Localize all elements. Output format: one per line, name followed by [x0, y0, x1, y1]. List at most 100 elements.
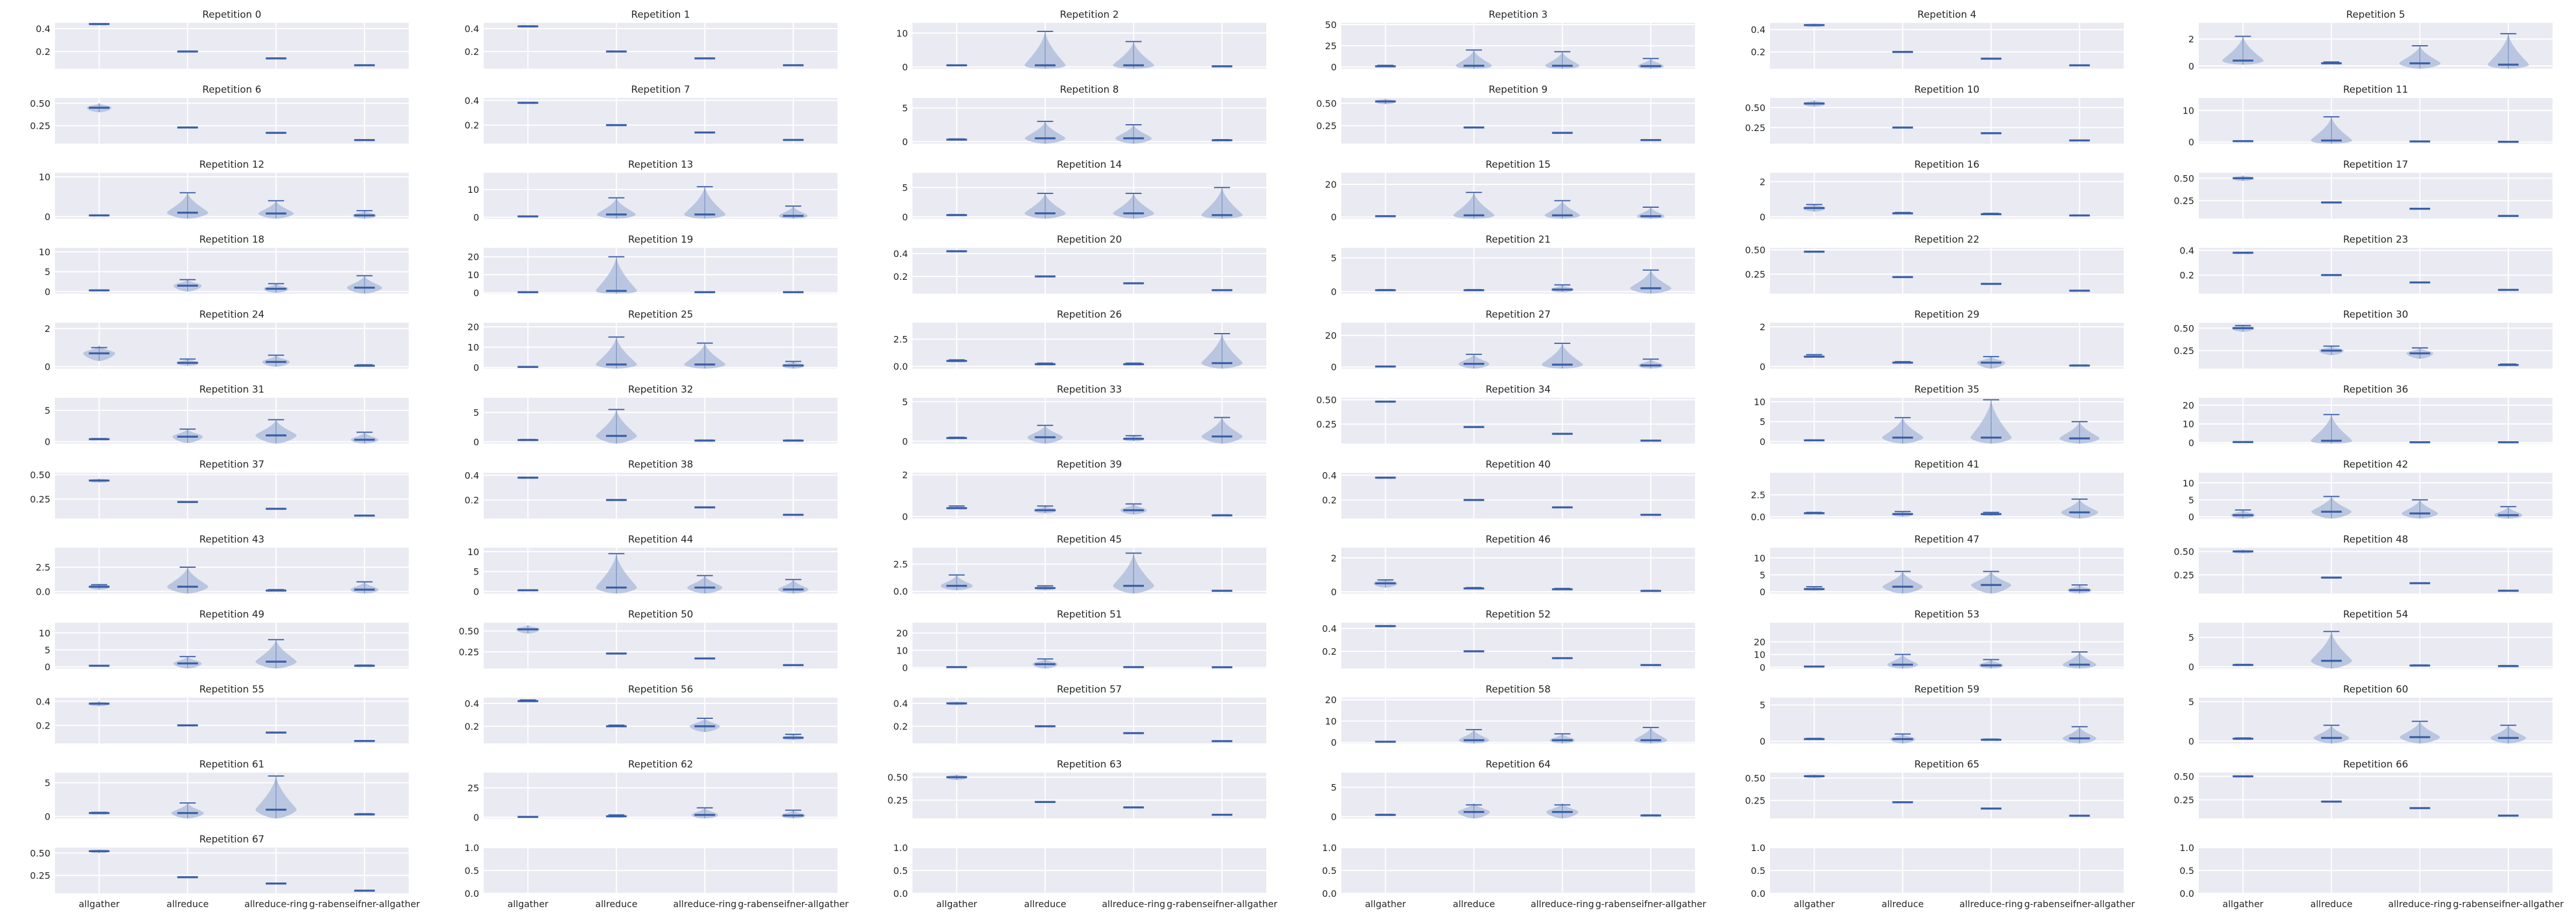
- y-tick-label: 5: [902, 183, 908, 193]
- y-tick-label: 0.0: [36, 587, 50, 598]
- y-tick-label: 0: [473, 437, 479, 448]
- y-tick-label: 0: [1331, 812, 1337, 822]
- plot-area: [484, 398, 837, 444]
- y-tick-label: 0.50: [30, 848, 50, 858]
- subplot-title: Repetition 2: [1060, 9, 1119, 21]
- y-tick-label: 0.50: [30, 98, 50, 109]
- subplot-panel: 0.25 0.50 Repetition 50: [459, 609, 837, 668]
- plot-area: [484, 773, 837, 818]
- subplot-panel: 0 10 20 Repetition 51: [896, 609, 1266, 673]
- y-tick-label: 20: [896, 628, 908, 639]
- subplot-panel: 0.0 0.5 1.0 allgather allreduce allreduce-rin…: [1751, 842, 2135, 909]
- plot-area: [1341, 773, 1695, 818]
- plot-area: [484, 98, 837, 144]
- y-tick-label: 5: [1331, 782, 1337, 793]
- subplot-title: Repetition 42: [2343, 459, 2408, 470]
- plot-area: [484, 698, 837, 743]
- subplot-panel: 0 25 50 Repetition 3: [1325, 9, 1695, 73]
- y-tick-label: 0: [1760, 362, 1765, 373]
- subplot-title: Repetition 40: [1485, 459, 1551, 470]
- y-tick-label: 20: [1325, 179, 1337, 190]
- y-tick-label: 2.5: [894, 559, 908, 570]
- subplot-panel: 0 5 10 Repetition 49: [39, 609, 409, 672]
- y-tick-label: 0.0: [2180, 888, 2194, 899]
- subplot-title: Repetition 39: [1057, 459, 1122, 470]
- x-tick-label: allreduce-ring: [1959, 899, 2023, 909]
- subplot-panel: 0 5 10 Repetition 18: [39, 234, 409, 298]
- subplot-title: Repetition 6: [203, 84, 262, 96]
- y-tick-label: 10: [2183, 478, 2194, 489]
- subplot-panel: 0.25 0.50 Repetition 48: [2174, 534, 2553, 593]
- subplot-panel: 0.2 0.4 Repetition 23: [2180, 234, 2553, 294]
- subplot-title: Repetition 38: [628, 459, 693, 470]
- y-tick-label: 0: [473, 212, 479, 223]
- plot-area: [1770, 173, 2124, 219]
- subplot-panel: 0.0 0.5 1.0 allgather allreduce allreduce-rin…: [894, 842, 1278, 909]
- y-tick-label: 10: [2183, 105, 2194, 116]
- subplot-panel: 0 10 20 Repetition 58: [1325, 684, 1695, 748]
- y-tick-label: 0.4: [36, 23, 50, 34]
- y-tick-label: 0.25: [2174, 794, 2194, 805]
- y-tick-label: 0: [1760, 587, 1765, 598]
- y-tick-label: 5: [902, 397, 908, 407]
- subplot-panel: 0 5 Repetition 64: [1331, 759, 1695, 822]
- y-tick-label: 0.25: [1316, 419, 1337, 430]
- y-tick-label: 0.4: [2180, 245, 2194, 256]
- y-tick-label: 10: [896, 28, 908, 39]
- subplot-title: Repetition 41: [1914, 459, 1980, 470]
- y-tick-label: 0: [45, 662, 50, 672]
- y-tick-label: 0.50: [459, 626, 479, 637]
- plot-area: [912, 623, 1266, 668]
- subplot-panel: 0.25 0.50 Repetition 30: [2174, 309, 2553, 369]
- y-tick-label: 0.2: [465, 721, 479, 732]
- subplot-panel: 0.2 0.4 Repetition 20: [894, 234, 1266, 294]
- plot-area: [912, 698, 1266, 743]
- plot-area: [2199, 173, 2553, 219]
- y-tick-label: 0: [473, 287, 479, 298]
- subplot-title: Repetition 37: [199, 459, 264, 470]
- y-tick-label: 0: [45, 287, 50, 298]
- subplot-panel: 0.2 0.4 Repetition 52: [1322, 609, 1695, 668]
- y-tick-label: 0.25: [887, 795, 908, 806]
- y-tick-label: 5: [1760, 569, 1765, 580]
- y-tick-label: 2: [2188, 34, 2194, 45]
- subplot-title: Repetition 54: [2343, 609, 2408, 620]
- subplot-panel: 0.25 0.50 Repetition 65: [1745, 759, 2124, 818]
- y-tick-label: 1.0: [894, 842, 908, 853]
- subplot-title: Repetition 1: [631, 9, 690, 21]
- y-tick-label: 0.4: [465, 23, 479, 34]
- plot-area: [912, 773, 1266, 818]
- x-tick-label: allreduce-ring: [244, 899, 308, 909]
- y-tick-label: 0.25: [30, 494, 50, 505]
- y-tick-label: 0.25: [30, 870, 50, 881]
- plot-area: [2199, 548, 2553, 593]
- y-tick-label: 10: [896, 645, 908, 656]
- subplot-title: Repetition 64: [1485, 759, 1551, 770]
- y-tick-label: 0: [1331, 62, 1337, 73]
- y-tick-label: 0: [2188, 662, 2194, 672]
- subplot-title: Repetition 19: [628, 234, 693, 246]
- subplot-title: Repetition 32: [628, 384, 693, 395]
- subplot-title: Repetition 44: [628, 534, 693, 545]
- plot-area: [912, 23, 1266, 69]
- y-tick-label: 0: [1760, 662, 1765, 673]
- subplot-panel: 0.25 0.50 Repetition 22: [1745, 234, 2124, 294]
- y-tick-label: 0.25: [1745, 122, 1765, 133]
- y-tick-label: 0: [45, 362, 50, 373]
- x-tick-label: allreduce: [167, 899, 209, 909]
- subplot-panel: 0.0 2.5 Repetition 43: [36, 534, 409, 598]
- y-tick-label: 0.5: [1322, 865, 1337, 876]
- plot-area: [55, 323, 409, 369]
- x-tick-label: allreduce: [1024, 899, 1066, 909]
- subplot-title: Repetition 15: [1485, 159, 1551, 171]
- y-tick-label: 0: [45, 811, 50, 822]
- plot-area: [55, 473, 409, 519]
- subplot-title: Repetition 0: [203, 9, 262, 21]
- x-tick-label: allgather: [79, 899, 120, 909]
- x-tick-label: allgather: [1365, 899, 1406, 909]
- subplot-panel: 0 2 Repetition 39: [902, 459, 1266, 522]
- subplot-panel: 0 10 20 Repetition 53: [1754, 609, 2124, 673]
- subplot-panel: 0.0 2.5 Repetition 41: [1751, 459, 2124, 523]
- y-tick-label: 0.50: [1316, 98, 1337, 109]
- subplot-panel: 0.25 0.50 Repetition 67 allgather allreduce a…: [30, 834, 420, 909]
